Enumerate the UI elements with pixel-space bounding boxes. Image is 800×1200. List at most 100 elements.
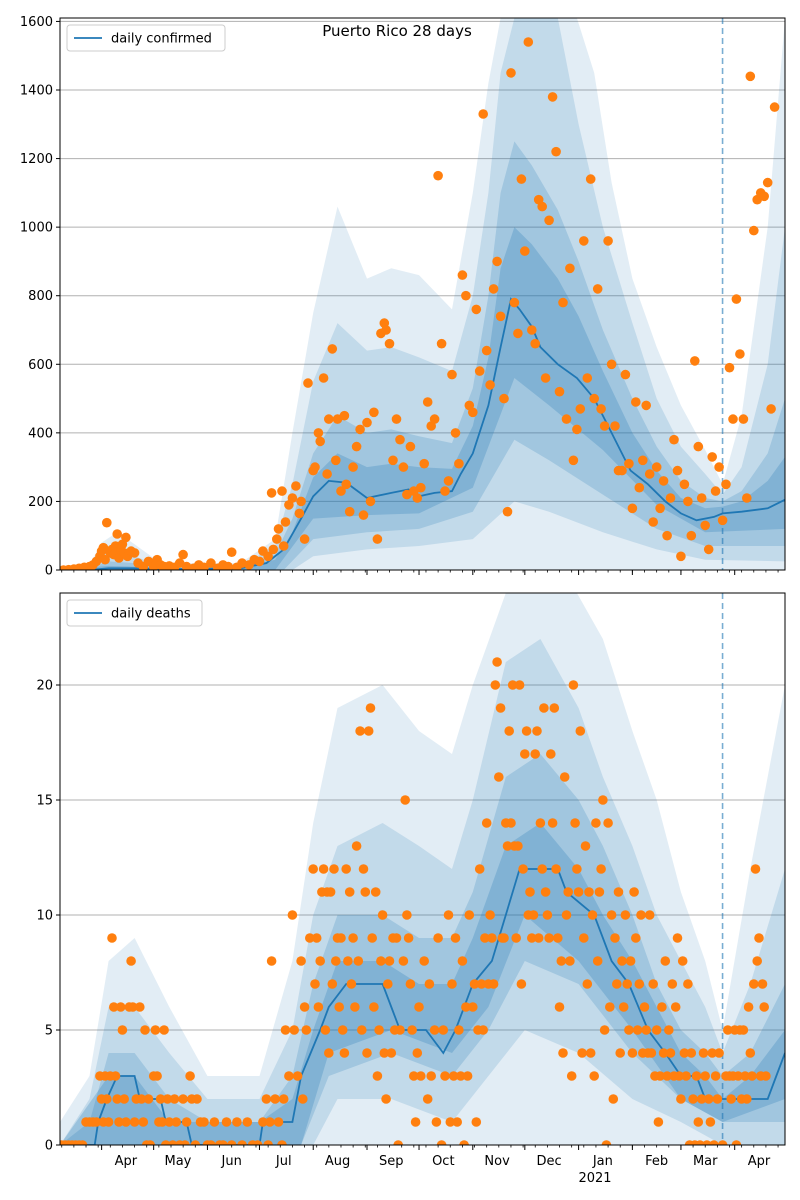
deaths-data-point — [530, 749, 540, 759]
confirmed-data-point — [703, 544, 714, 555]
deaths-data-point — [305, 933, 315, 943]
deaths-data-point — [376, 956, 386, 966]
confirmed-data-point — [100, 554, 110, 565]
deaths-data-point — [710, 1071, 721, 1081]
confirmed-data-point — [348, 462, 358, 472]
deaths-data-point — [641, 1025, 651, 1035]
deaths-data-point — [126, 956, 136, 966]
deaths-data-point — [556, 956, 567, 966]
confirmed-data-point — [313, 428, 324, 438]
deaths-data-point — [617, 956, 627, 966]
confirmed-data-point — [315, 436, 326, 447]
deaths-data-point — [298, 1094, 308, 1104]
chart-title: Puerto Rico 28 days — [322, 22, 472, 40]
confirmed-y-tick-label: 600 — [28, 358, 53, 373]
confirmed-data-point — [471, 304, 482, 315]
deaths-data-point — [334, 1002, 345, 1012]
x-year-label: 2021 — [578, 1171, 611, 1186]
deaths-data-point — [686, 1048, 697, 1058]
confirmed-data-point — [690, 356, 700, 366]
deaths-data-point — [683, 979, 693, 989]
x-month-label: Jan — [592, 1154, 613, 1169]
confirmed-data-point — [589, 393, 599, 404]
deaths-data-point — [559, 772, 570, 782]
confirmed-data-point — [433, 170, 443, 181]
deaths-data-point — [242, 1117, 253, 1127]
confirmed-data-point — [474, 366, 485, 376]
confirmed-data-point — [523, 37, 534, 47]
deaths-data-point — [384, 956, 395, 966]
confirmed-data-point — [405, 441, 416, 452]
deaths-data-point — [318, 864, 329, 874]
deaths-data-point — [507, 680, 518, 690]
deaths-data-point — [341, 864, 352, 874]
deaths-data-point — [351, 841, 362, 851]
deaths-data-point — [155, 1094, 166, 1104]
deaths-data-point — [135, 1002, 145, 1012]
confirmed-y-tick-label: 0 — [45, 564, 53, 579]
confirmed-data-point — [759, 191, 769, 202]
deaths-data-point — [481, 818, 492, 828]
deaths-data-point — [422, 1094, 433, 1104]
confirmed-data-point — [606, 359, 617, 370]
deaths-data-point — [584, 887, 594, 897]
deaths-data-point — [520, 749, 530, 759]
deaths-data-point — [171, 1117, 181, 1127]
confirmed-data-point — [669, 434, 679, 445]
confirmed-data-point — [324, 414, 334, 424]
deaths-data-point — [419, 956, 430, 966]
deaths-data-point — [337, 1025, 348, 1035]
deaths-data-point — [601, 1140, 612, 1145]
deaths-data-point — [502, 841, 513, 851]
x-month-label: Jul — [275, 1154, 292, 1169]
confirmed-data-point — [579, 236, 589, 246]
deaths-data-point — [180, 1140, 190, 1145]
deaths-data-point — [140, 1025, 150, 1035]
deaths-data-point — [339, 1048, 350, 1058]
deaths-data-point — [431, 1117, 442, 1127]
confirmed-data-point — [395, 434, 405, 445]
confirmed-data-point — [280, 517, 291, 527]
deaths-data-point — [670, 1002, 681, 1012]
deaths-data-point — [646, 1048, 657, 1058]
deaths-data-point — [468, 1002, 478, 1012]
deaths-data-point — [169, 1094, 180, 1104]
x-month-label: Dec — [537, 1154, 562, 1169]
x-month-label: Oct — [432, 1154, 454, 1169]
deaths-data-point — [107, 933, 117, 943]
confirmed-data-point — [540, 373, 551, 383]
deaths-band-25pct — [60, 823, 785, 1145]
deaths-data-point — [405, 979, 416, 989]
confirmed-data-point — [551, 146, 561, 157]
deaths-data-point — [474, 864, 485, 874]
confirmed-data-point — [662, 530, 672, 541]
confirmed-data-point — [714, 462, 724, 472]
deaths-data-point — [344, 887, 355, 897]
confirmed-data-point — [339, 410, 350, 421]
deaths-data-point — [402, 910, 412, 920]
confirmed-data-point — [631, 397, 641, 407]
deaths-data-point — [691, 1071, 702, 1081]
confirmed-data-point — [454, 458, 464, 469]
deaths-data-point — [693, 1117, 704, 1127]
confirmed-data-point — [384, 338, 395, 349]
deaths-data-point — [112, 1094, 122, 1104]
confirmed-data-point — [620, 369, 631, 380]
confirmed-data-point — [676, 551, 686, 562]
confirmed-data-point — [121, 532, 131, 543]
confirmed-band-50pct — [60, 141, 785, 570]
deaths-data-point — [416, 1071, 426, 1081]
confirmed-data-point — [310, 462, 320, 472]
confirmed-data-point — [299, 534, 310, 544]
confirmed-data-point — [263, 551, 273, 562]
deaths-data-point — [448, 1071, 459, 1081]
deaths-data-point — [301, 1025, 312, 1035]
deaths-data-point — [277, 1140, 287, 1145]
deaths-data-point — [700, 1071, 710, 1081]
deaths-data-point — [740, 1071, 750, 1081]
deaths-data-point — [360, 887, 371, 897]
deaths-data-point — [563, 887, 573, 897]
deaths-data-point — [636, 910, 646, 920]
deaths-data-point — [436, 1140, 447, 1145]
deaths-data-point — [631, 933, 641, 943]
